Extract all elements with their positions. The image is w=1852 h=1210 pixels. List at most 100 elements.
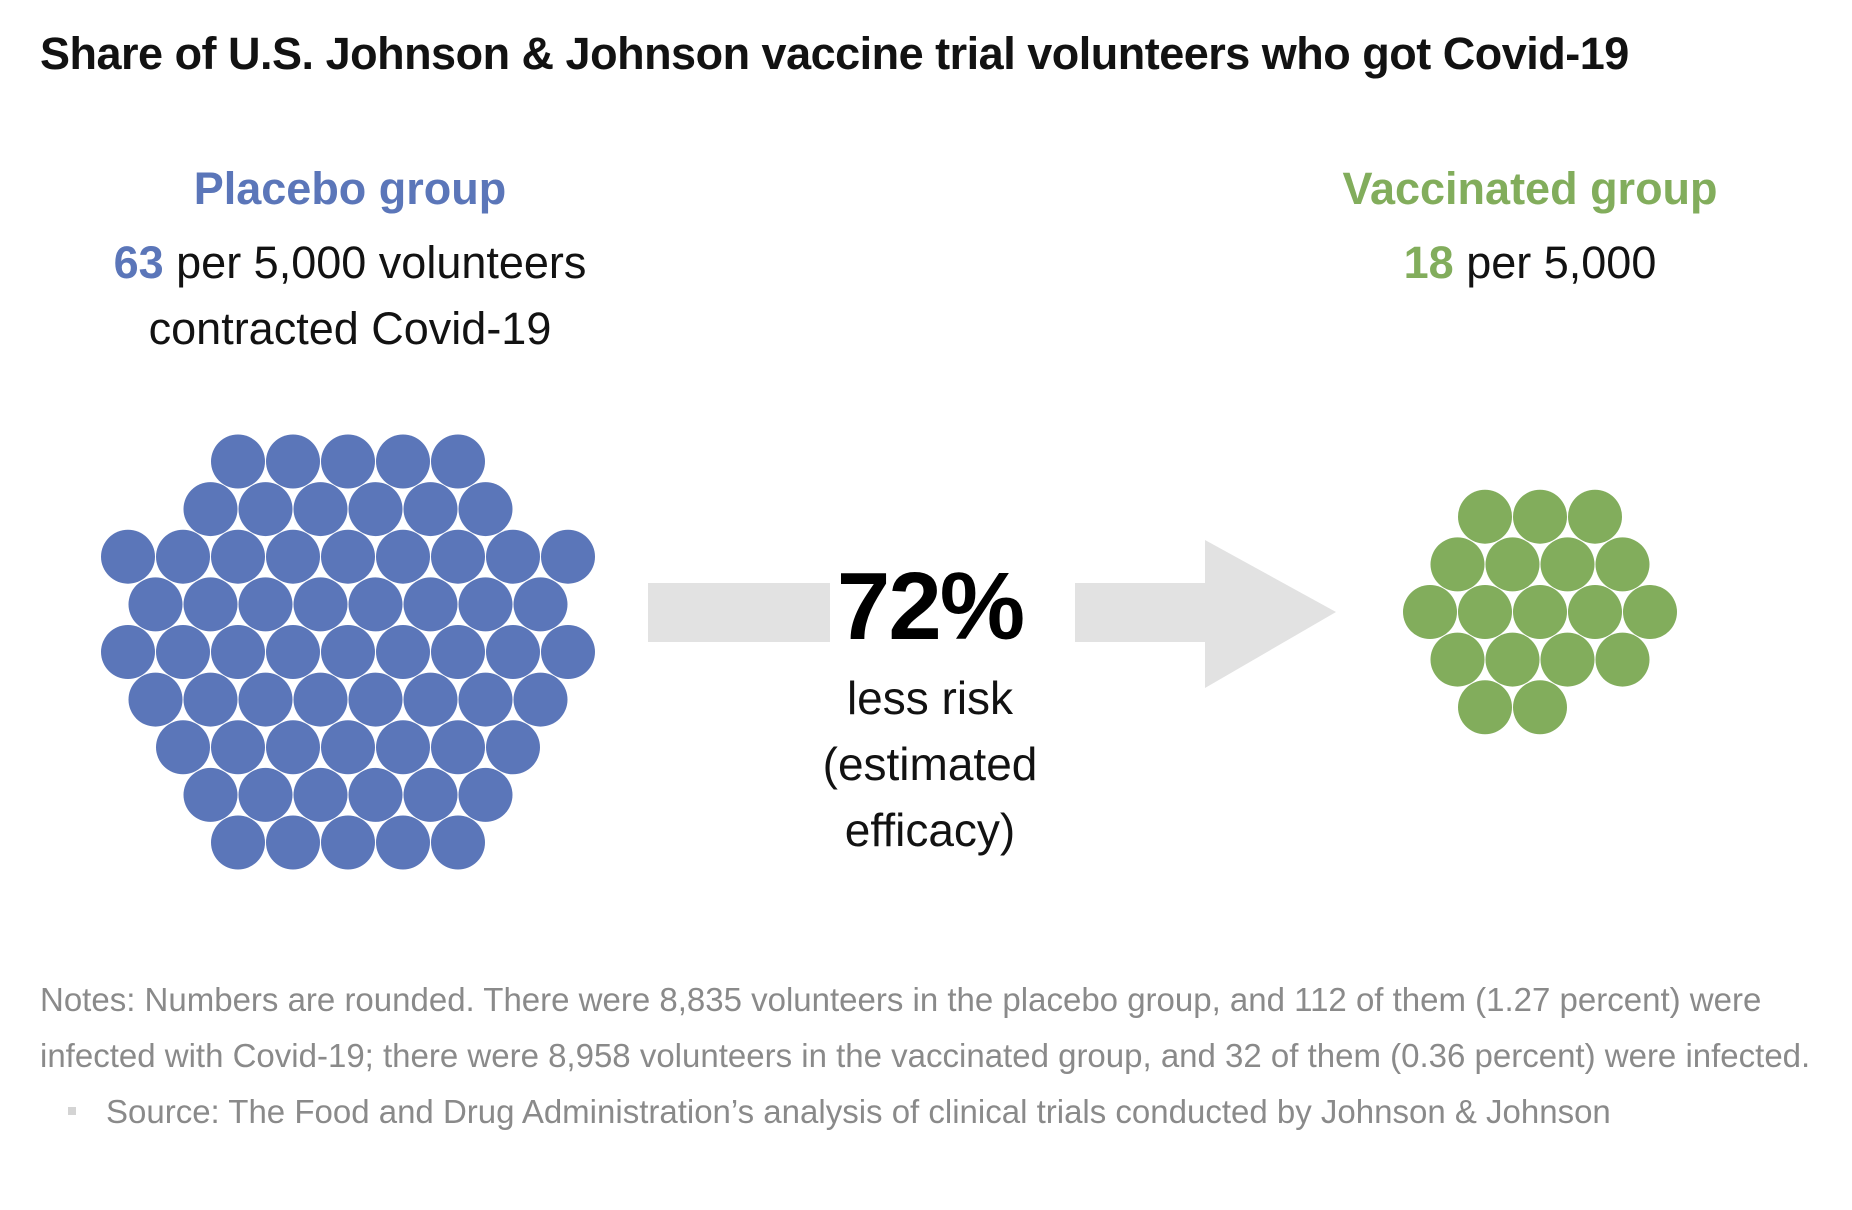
vaccinated-bubble: [1430, 537, 1485, 592]
placebo-per-text: per 5,000 volunteers: [176, 237, 587, 288]
vaccinated-count: 18: [1403, 237, 1454, 288]
placebo-bubble: [431, 815, 485, 870]
placebo-count: 63: [113, 237, 164, 288]
placebo-bubble: [376, 529, 430, 584]
vaccinated-bubble: [1458, 489, 1512, 544]
vaccinated-bubble: [1458, 585, 1512, 639]
vaccinated-group-subtitle: 18 per 5,000: [1270, 230, 1790, 296]
placebo-bubble: [486, 720, 540, 775]
vaccinated-bubble: [1430, 632, 1485, 687]
placebo-bubble: [541, 625, 595, 679]
placebo-bubble: [293, 672, 348, 727]
placebo-bubble: [266, 529, 320, 584]
placebo-bubble: [376, 815, 430, 870]
placebo-bubble: [183, 767, 238, 822]
placebo-bubble: [293, 577, 348, 632]
efficacy-label-line-2: (estimated: [822, 738, 1038, 790]
placebo-bubble: [348, 577, 403, 632]
vaccinated-bubble: [1513, 489, 1567, 544]
placebo-bubble: [266, 815, 320, 870]
vaccinated-bubble: [1485, 632, 1540, 687]
efficacy-arrow: [648, 540, 1336, 688]
vaccinated-bubble: [1403, 585, 1457, 639]
placebo-bubble: [486, 625, 540, 679]
notes-separator: [68, 1107, 76, 1116]
placebo-bubble: [293, 767, 348, 822]
vaccinated-bubble: [1513, 680, 1567, 735]
placebo-bubble: [321, 434, 375, 489]
placebo-bubble: [486, 529, 540, 584]
placebo-bubble: [183, 672, 238, 727]
placebo-bubble: [321, 625, 375, 679]
placebo-bubble: [376, 434, 430, 489]
vaccinated-bubble: [1540, 632, 1595, 687]
notes-text: Notes: Numbers are rounded. There were 8…: [40, 981, 1811, 1074]
placebo-bubble: [238, 482, 293, 537]
placebo-bubble: [458, 767, 513, 822]
placebo-group-title: Placebo group: [193, 163, 507, 214]
placebo-bubble: [513, 672, 568, 727]
placebo-bubble: [211, 720, 265, 775]
placebo-bubble: [376, 625, 430, 679]
placebo-bubble: [431, 625, 485, 679]
placebo-bubble: [238, 672, 293, 727]
placebo-bubble: [458, 577, 513, 632]
placebo-contracted-text: contracted Covid-19: [148, 303, 552, 354]
placebo-bubble: [238, 767, 293, 822]
efficacy-label-line-3: efficacy): [844, 804, 1016, 856]
placebo-bubble: [156, 529, 210, 584]
placebo-bubble: [458, 672, 513, 727]
placebo-bubble: [101, 529, 155, 584]
placebo-bubble: [403, 482, 458, 537]
vaccinated-bubble: [1595, 632, 1650, 687]
placebo-bubble: [266, 625, 320, 679]
vaccinated-bubble: [1485, 537, 1540, 592]
vaccinated-bubble: [1513, 585, 1567, 639]
placebo-bubble: [458, 482, 513, 537]
placebo-bubble: [238, 577, 293, 632]
placebo-bubble: [376, 720, 430, 775]
placebo-bubble: [321, 720, 375, 775]
placebo-bubble: [183, 577, 238, 632]
placebo-bubble: [348, 482, 403, 537]
placebo-bubble: [513, 577, 568, 632]
placebo-bubble: [211, 815, 265, 870]
placebo-group-subtitle: 63 per 5,000 volunteers contracted Covid…: [50, 230, 650, 362]
placebo-bubble: [128, 672, 183, 727]
vaccinated-bubbles: [1403, 489, 1677, 735]
placebo-bubble: [128, 577, 183, 632]
arrow-shaft-left: [648, 583, 830, 642]
vaccinated-group-title: Vaccinated group: [1342, 163, 1718, 214]
placebo-bubble: [293, 482, 348, 537]
vaccinated-bubble: [1595, 537, 1650, 592]
placebo-bubble: [266, 434, 320, 489]
arrow-head: [1205, 540, 1336, 688]
placebo-bubble: [403, 672, 458, 727]
vaccinated-bubble: [1568, 489, 1622, 544]
placebo-bubble: [348, 672, 403, 727]
chart-title: Share of U.S. Johnson & Johnson vaccine …: [40, 28, 1629, 79]
efficacy-label: less risk (estimated efficacy): [760, 665, 1100, 863]
efficacy-percent: 72%: [836, 553, 1025, 660]
placebo-bubble: [156, 720, 210, 775]
placebo-bubble: [183, 482, 238, 537]
placebo-bubble: [348, 767, 403, 822]
vaccinated-bubble: [1540, 537, 1595, 592]
vaccinated-bubble: [1568, 585, 1622, 639]
placebo-bubble: [403, 767, 458, 822]
placebo-bubble: [431, 529, 485, 584]
chart-notes: Notes: Numbers are rounded. There were 8…: [40, 972, 1820, 1140]
vaccinated-bubble: [1623, 585, 1677, 639]
placebo-bubble: [431, 720, 485, 775]
placebo-bubble: [431, 434, 485, 489]
placebo-bubbles: [101, 434, 595, 870]
placebo-bubble: [211, 529, 265, 584]
placebo-bubble: [266, 720, 320, 775]
source-text: Source: The Food and Drug Administration…: [106, 1093, 1611, 1130]
placebo-bubble: [403, 577, 458, 632]
placebo-bubble: [321, 815, 375, 870]
arrow-shaft-right: [1075, 583, 1205, 642]
placebo-bubble: [541, 529, 595, 584]
efficacy-label-line-1: less risk: [846, 672, 1014, 724]
